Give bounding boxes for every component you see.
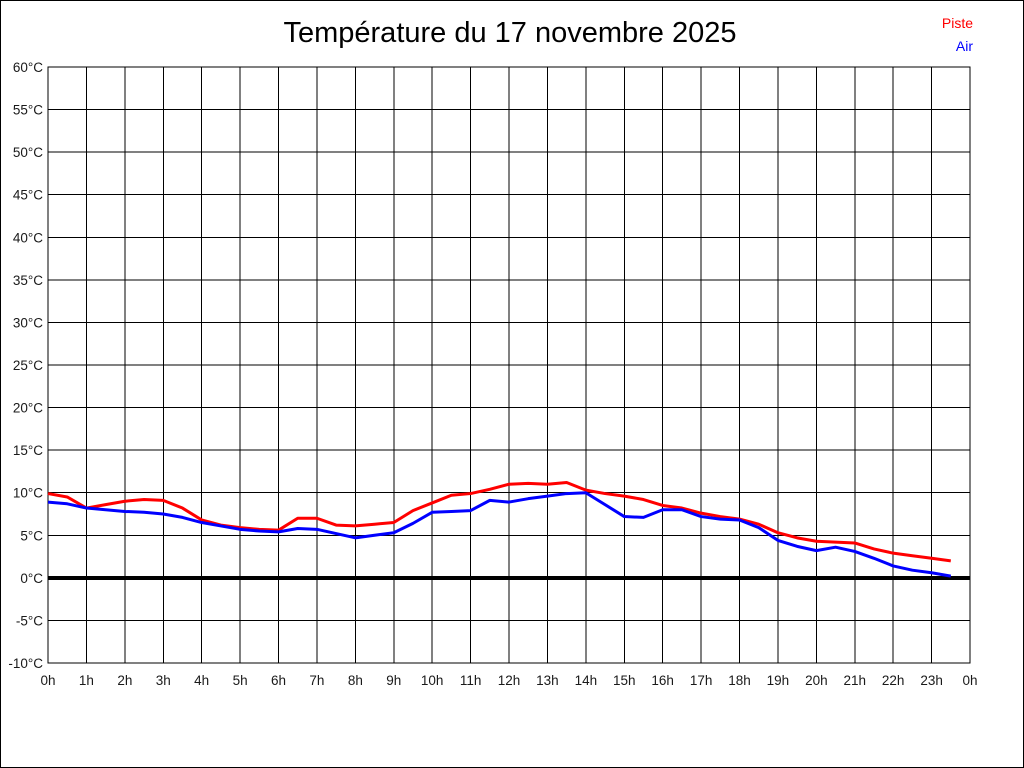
x-tick-label: 4h xyxy=(194,673,209,688)
x-tick-label: 11h xyxy=(460,673,482,688)
x-tick-label: 1h xyxy=(79,673,94,688)
x-tick-label: 15h xyxy=(613,673,636,688)
x-tick-label: 3h xyxy=(156,673,171,688)
x-tick-label: 8h xyxy=(348,673,363,688)
x-tick-label: 9h xyxy=(386,673,401,688)
x-tick-label: 16h xyxy=(651,673,674,688)
series-line-piste xyxy=(47,480,951,563)
y-tick-label: -10°C xyxy=(8,656,43,671)
x-tick-label: 2h xyxy=(117,673,132,688)
x-tick-label: 14h xyxy=(575,673,598,688)
y-tick-label: 25°C xyxy=(13,358,43,373)
y-tick-label: 20°C xyxy=(13,401,43,416)
series-line-air xyxy=(47,491,952,578)
x-tick-label: 0h xyxy=(962,673,977,688)
x-tick-label: 20h xyxy=(805,673,828,688)
legend-item-piste: Piste xyxy=(941,15,973,31)
y-tick-label: 50°C xyxy=(13,145,43,160)
y-tick-label: 5°C xyxy=(20,528,43,543)
y-tick-label: 40°C xyxy=(13,230,43,245)
x-tick-label: 0h xyxy=(40,673,55,688)
x-tick-label: 7h xyxy=(309,673,324,688)
y-tick-label: 0°C xyxy=(20,571,43,586)
plot-border xyxy=(47,66,971,664)
x-tick-label: 10h xyxy=(421,673,444,688)
y-tick-label: 35°C xyxy=(13,273,43,288)
x-tick-label: 19h xyxy=(767,673,790,688)
x-tick-label: 5h xyxy=(233,673,248,688)
legend-item-air: Air xyxy=(955,38,973,54)
x-tick-label: 13h xyxy=(536,673,559,688)
y-tick-label: 55°C xyxy=(13,103,43,118)
chart-title: Température du 17 novembre 2025 xyxy=(283,17,737,49)
y-tick-label: 10°C xyxy=(13,486,43,501)
y-tick-label: 30°C xyxy=(13,315,43,330)
x-tick-label: 6h xyxy=(271,673,286,688)
x-tick-label: 23h xyxy=(920,673,943,688)
x-tick-label: 21h xyxy=(843,673,866,688)
y-tick-label: 15°C xyxy=(13,443,43,458)
y-tick-label: 45°C xyxy=(13,188,43,203)
x-tick-label: 22h xyxy=(882,673,905,688)
x-tick-label: 18h xyxy=(728,673,751,688)
x-tick-label: 12h xyxy=(498,673,521,688)
y-tick-label: 60°C xyxy=(13,60,43,75)
y-tick-label: -5°C xyxy=(16,613,43,628)
x-tick-label: 17h xyxy=(690,673,713,688)
legend: Piste Air xyxy=(942,12,973,58)
